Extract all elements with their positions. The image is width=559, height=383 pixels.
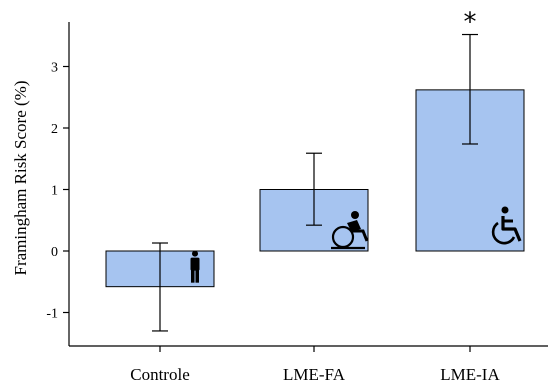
wheelchair-athlete-icon	[331, 211, 369, 250]
y-tick-label: -1	[46, 307, 58, 322]
x-tick-label: LME-IA	[440, 365, 500, 383]
y-tick-label: 3	[51, 61, 58, 76]
significance-marker: *	[464, 8, 477, 38]
y-tick-label: 2	[51, 122, 58, 137]
plot-area: -1 0 1 2 3 Controle LME-FA LME-IA *	[46, 8, 548, 383]
wheelchair-icon	[491, 206, 522, 245]
y-tick-label: 1	[51, 184, 58, 199]
x-tick-label: Controle	[130, 365, 190, 383]
y-axis-title: Framingham Risk Score (%)	[11, 81, 30, 276]
x-tick-label: LME-FA	[283, 365, 346, 383]
y-tick-label: 0	[51, 245, 58, 260]
standing-person-icon	[190, 250, 200, 283]
